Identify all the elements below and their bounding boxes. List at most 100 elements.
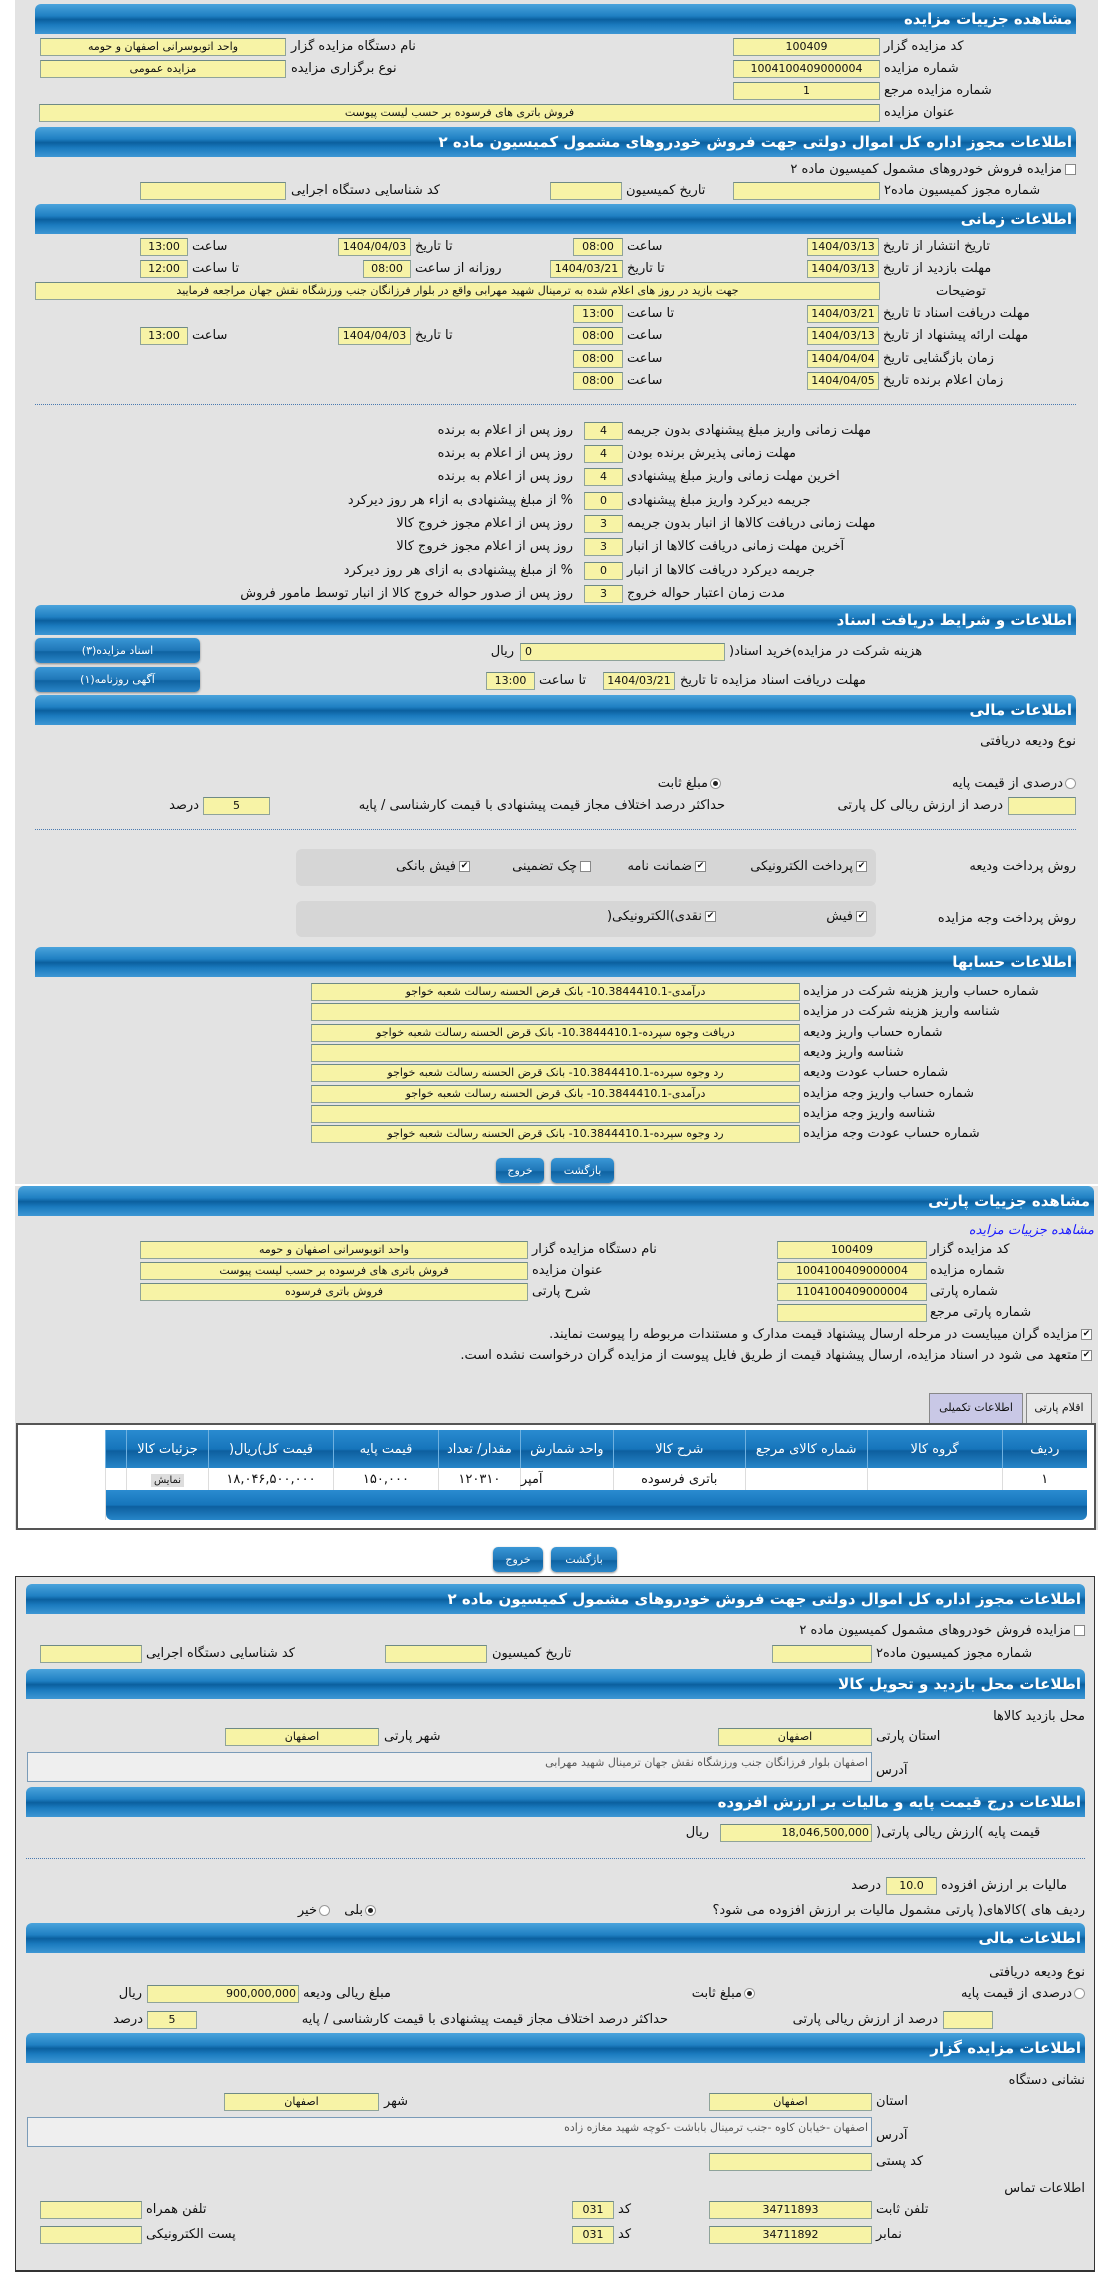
offer-label: مهلت ارائه پیشنهاد از تاریخ <box>883 328 1029 343</box>
checkbox-icon[interactable] <box>1065 164 1076 175</box>
deadline-label: جریمه دیرکرد دریافت کالاها از انبار <box>627 563 815 578</box>
radio-label: خیر <box>297 1903 317 1918</box>
divider <box>26 1858 1085 1859</box>
visit-address-textarea[interactable]: اصفهان بلوار فرزانگان جنب ورزشگاه نقش جه… <box>27 1752 872 1782</box>
radio-icon[interactable] <box>1065 778 1076 789</box>
newspaper-ad-button[interactable]: آگهی روزنامه(۱) <box>35 667 200 692</box>
org-province-label: استان <box>876 2094 908 2109</box>
tab-party-items[interactable]: اقلام پارتی <box>1026 1393 1092 1423</box>
time-label: ساعت <box>627 373 663 388</box>
cell: ۱ <box>1001 1468 1087 1490</box>
checkbox-checked-icon[interactable]: ✔ <box>705 911 716 922</box>
checkbox-checked-icon[interactable]: ✔ <box>1081 1329 1092 1340</box>
checkbox-checked-icon[interactable]: ✔ <box>695 861 706 872</box>
deadline-suffix: % از مبلغ پیشنهادی به ازاء هر روز دیرکرد <box>347 493 573 508</box>
fixed-option-radio[interactable]: مبلغ ثابت <box>692 1985 755 2003</box>
back-button[interactable]: بازگشت <box>551 1158 614 1183</box>
permit-number-label: شماره مجوز کمیسیون ماده۲ <box>884 183 1041 198</box>
tab-additional-info[interactable]: اطلاعات تکمیلی <box>929 1393 1023 1423</box>
exit-button[interactable]: خروج <box>493 1547 543 1572</box>
party-city-label: شهر پارتی <box>384 1729 441 1744</box>
checkbox-checked-icon[interactable]: ✔ <box>1081 1350 1092 1361</box>
to-date-label: تا تاریخ <box>415 239 453 254</box>
payment-method-cash[interactable]: ✔نقدی)الکترونیکی( <box>607 908 716 926</box>
base-price-field: 18,046,500,000 <box>720 1824 872 1842</box>
exit-button[interactable]: خروج <box>496 1158 544 1183</box>
description-label: توضیحات <box>936 284 986 299</box>
radio-selected-icon[interactable] <box>744 1988 755 1999</box>
org-address-textarea[interactable]: اصفهان -خیابان کاوه -جنب ترمینال باباشت … <box>27 2117 872 2147</box>
account-label: شماره حساب واریز وجه مزایده <box>803 1086 975 1101</box>
vat-no-radio[interactable]: خیر <box>298 1902 330 1920</box>
visit-from-date: 1404/03/13 <box>807 260 879 278</box>
checkbox-checked-icon[interactable]: ✔ <box>459 861 470 872</box>
org-city-label: شهر <box>384 2094 409 2109</box>
to-date-label: تا تاریخ <box>415 328 453 343</box>
checkbox-icon[interactable] <box>580 861 591 872</box>
deposit-method-electronic[interactable]: ✔پرداخت الکترونیکی <box>750 858 867 876</box>
address-label: آدرس <box>876 2128 908 2143</box>
party-description-label: شرح پارتی <box>532 1284 591 1299</box>
deadline-suffix: روز پس از اعلام مجوز خروج کالا <box>396 516 573 531</box>
permit-checkbox[interactable]: مزایده فروش خودروهای مشمول کمیسیون ماده … <box>790 161 1076 179</box>
vat-yes-radio[interactable]: بلی <box>344 1902 376 1920</box>
checkbox-checked-icon[interactable]: ✔ <box>856 861 867 872</box>
doc-deadline-time: 13:00 <box>486 672 535 690</box>
back-button[interactable]: بازگشت <box>551 1547 617 1572</box>
show-details-button[interactable]: نمایش <box>150 1473 185 1487</box>
base-price-label: قیمت پایه )ارزش ریالی پارتی( <box>876 1825 1041 1840</box>
deposit-method-guarantee[interactable]: ✔ضمانت نامه <box>627 858 706 876</box>
opening-date: 1404/04/04 <box>807 350 879 368</box>
org-city-field: اصفهان <box>224 2093 379 2111</box>
notice-attach-checkbox[interactable]: ✔مزایده گران میبایست در مرحله ارسال پیشن… <box>549 1326 1092 1344</box>
notice-commit-checkbox[interactable]: ✔متعهد می شود در اسناد مزایده، ارسال پیش… <box>460 1347 1092 1365</box>
time-label: ساعت <box>192 239 228 254</box>
publish-to-time: 13:00 <box>140 238 188 256</box>
time-label: ساعت <box>192 328 228 343</box>
deposit-method-bank-slip[interactable]: ✔فیش بانکی <box>396 858 470 876</box>
radio-icon[interactable] <box>319 1905 330 1916</box>
account-label: شناسه واریز هزینه شرکت در مزایده <box>803 1004 1000 1019</box>
to-date-label: تا تاریخ <box>627 261 665 276</box>
percent-unit: درصد <box>169 798 199 813</box>
permit-number-label: شماره مجوز کمیسیون ماده۲ <box>876 1646 1033 1661</box>
col-header: مقدار/ تعداد <box>437 1430 521 1468</box>
table-header-row: ردیف گروه کالا شماره کالای مرجع شرح کالا… <box>104 1430 1087 1468</box>
auction-details-link[interactable]: مشاهده جزییات مزایده <box>968 1223 1094 1238</box>
code-label: کد <box>618 2202 632 2217</box>
checkbox-icon[interactable] <box>1074 1625 1085 1636</box>
commission-date-field <box>385 1645 487 1663</box>
payment-method-slip[interactable]: ✔فیش <box>826 908 867 926</box>
cell <box>104 1468 127 1490</box>
percent-option-radio[interactable]: درصدی از قیمت پایه <box>961 1985 1085 2003</box>
cell <box>744 1468 868 1490</box>
col-header: شرح کالا <box>612 1430 746 1468</box>
party-province-field: اصفهان <box>718 1728 872 1746</box>
radio-selected-icon[interactable] <box>365 1905 376 1916</box>
checkbox-checked-icon[interactable]: ✔ <box>856 911 867 922</box>
radio-selected-icon[interactable] <box>710 778 721 789</box>
deadline-suffix: % از مبلغ پیشنهادی به ازای هر روز دیرکرد <box>343 563 573 578</box>
divider <box>35 829 1076 830</box>
deadline-value: 4 <box>584 422 623 440</box>
checkbox-label: مزایده فروش خودروهای مشمول کمیسیون ماده … <box>799 1623 1071 1638</box>
auction-documents-button[interactable]: اسناد مزایده(۳) <box>35 638 200 663</box>
radio-icon[interactable] <box>1074 1988 1085 1999</box>
publish-label: تاریخ انتشار از تاریخ <box>883 239 991 254</box>
party-ref-number <box>777 1304 927 1322</box>
permit-checkbox[interactable]: مزایده فروش خودروهای مشمول کمیسیون ماده … <box>799 1622 1085 1640</box>
col-header: جزئیات کالا <box>126 1430 209 1468</box>
publish-to-date: 1404/04/03 <box>338 238 411 256</box>
fixed-option-radio[interactable]: مبلغ ثابت <box>658 775 721 793</box>
deposit-method-cheque[interactable]: چک تضمینی <box>512 858 591 876</box>
deadline-suffix: روز پس از اعلام مجوز خروج کالا <box>396 539 573 554</box>
description-field: جهت بازید در روز های اعلام شده به ترمینا… <box>35 282 880 300</box>
doc-deadline-label: مهلت دریافت اسناد مزایده تا تاریخ <box>680 673 866 688</box>
deadline-suffix: روز پس از اعلام به برنده <box>437 446 573 461</box>
fax-label: نمابر <box>876 2227 902 2242</box>
visit-to-date: 1404/03/21 <box>550 260 623 278</box>
max-diff-field: 5 <box>147 2011 197 2029</box>
party-description: فروش باتری فرسوده <box>140 1283 528 1301</box>
percent-option-radio[interactable]: درصدی از قیمت پایه <box>952 775 1076 793</box>
col-header: شماره کالای مرجع <box>744 1430 868 1468</box>
